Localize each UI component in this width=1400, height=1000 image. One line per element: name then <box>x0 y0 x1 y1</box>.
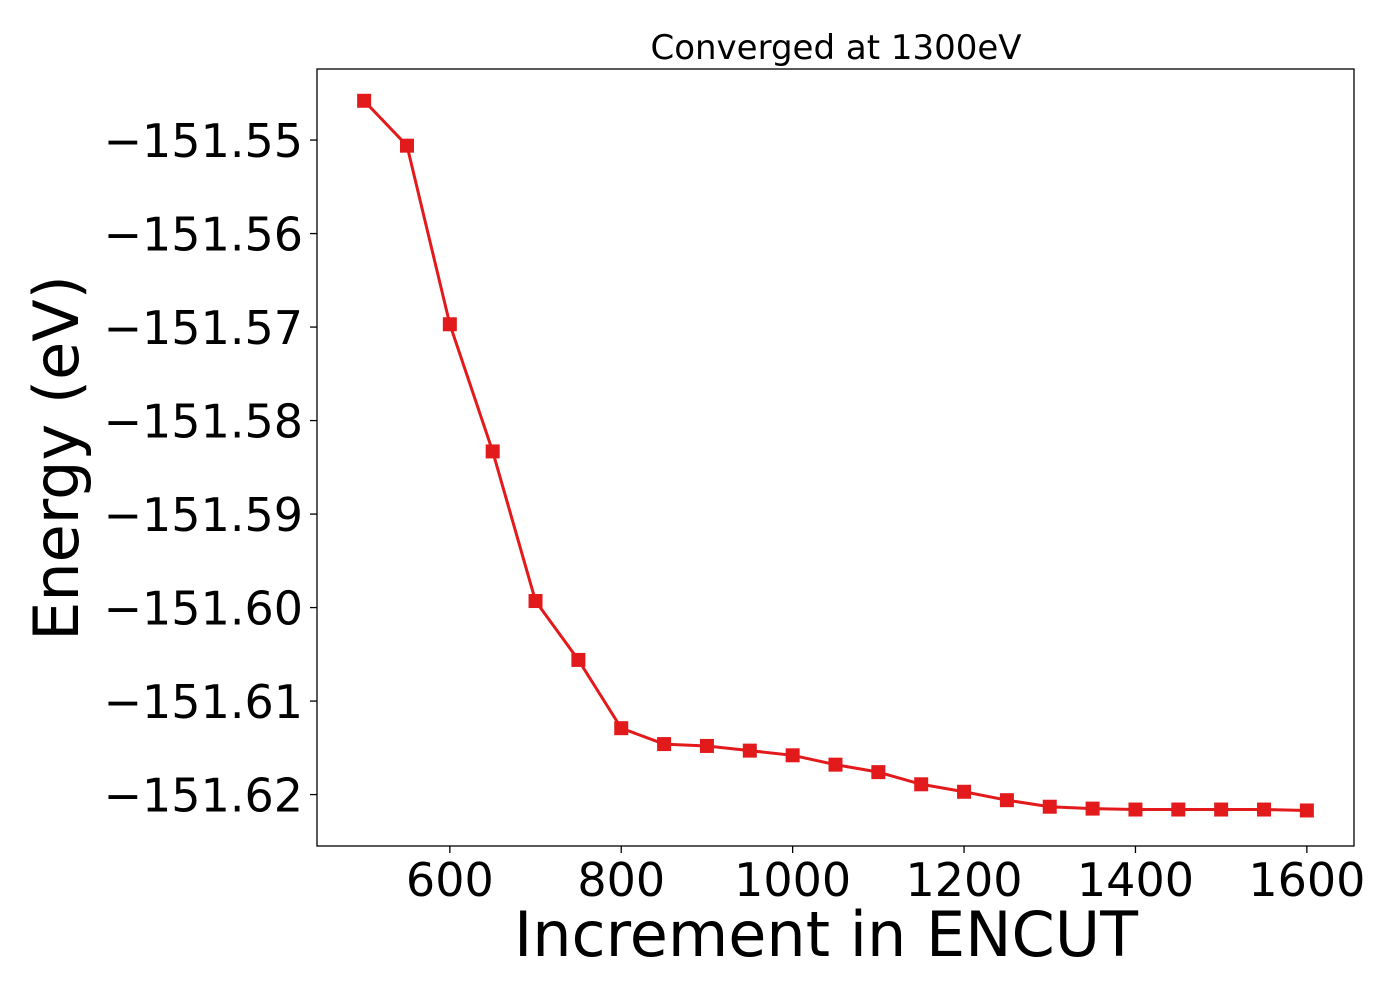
y-tick-label: −151.59 <box>104 488 304 542</box>
data-point <box>999 793 1014 808</box>
data-point <box>442 317 457 332</box>
y-tick-label: −151.57 <box>104 301 304 355</box>
data-point <box>614 721 629 736</box>
y-tick-label: −151.56 <box>104 208 304 262</box>
y-tick-label: −151.62 <box>104 769 304 823</box>
data-point <box>1128 802 1143 817</box>
data-point <box>1042 799 1057 814</box>
data-point <box>699 738 714 753</box>
x-tick-label: 800 <box>577 853 665 907</box>
data-point <box>1299 803 1314 818</box>
data-point <box>1257 802 1272 817</box>
data-point <box>1214 802 1229 817</box>
data-point <box>1085 801 1100 816</box>
x-tick-label: 600 <box>406 853 494 907</box>
x-tick-label: 1200 <box>906 853 1023 907</box>
data-point <box>828 757 843 772</box>
data-point <box>1171 802 1186 817</box>
x-axis-label: Increment in ENCUT <box>514 898 1139 971</box>
y-tick-label: −151.61 <box>104 675 304 729</box>
data-point <box>957 784 972 799</box>
data-point <box>871 765 886 780</box>
data-point <box>657 737 672 752</box>
data-point <box>485 444 500 459</box>
data-point <box>399 138 414 153</box>
data-point <box>785 748 800 763</box>
plot-frame <box>316 68 1355 847</box>
y-tick-label: −151.60 <box>104 582 304 636</box>
data-point <box>528 594 543 609</box>
x-tick-label: 1400 <box>1077 853 1194 907</box>
chart-title: Converged at 1300eV <box>650 28 1021 68</box>
y-tick-label: −151.55 <box>104 114 304 168</box>
x-tick-label: 1600 <box>1248 853 1365 907</box>
plot-area: 600 800 1000 1200 1400 1600 −151.55 −151.56 −151… <box>104 68 1365 907</box>
y-tick-label: −151.58 <box>104 395 304 449</box>
data-point <box>742 743 757 758</box>
data-point <box>357 93 372 108</box>
data-point <box>571 652 586 667</box>
data-point <box>914 777 929 792</box>
y-axis-label: Energy (eV) <box>20 275 93 641</box>
x-tick-label: 1000 <box>734 853 851 907</box>
